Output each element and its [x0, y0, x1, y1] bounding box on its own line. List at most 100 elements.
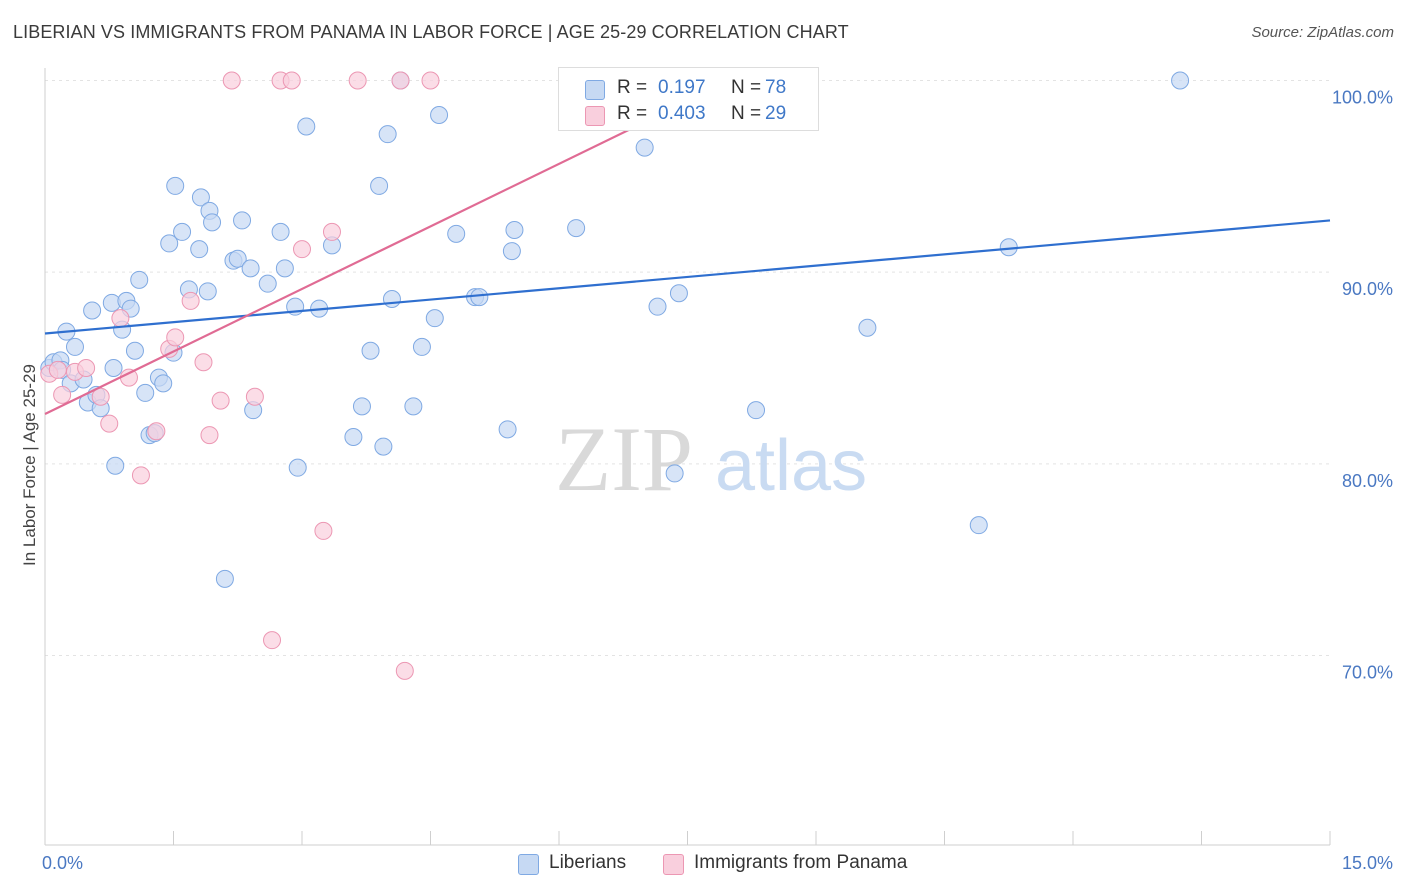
panama-point	[322, 222, 341, 241]
y-axis-title: In Labor Force | Age 25-29	[20, 364, 39, 566]
liberians-point	[648, 297, 667, 316]
legend-label-liberians: Liberians	[549, 852, 627, 873]
y-tick-label: 70.0%	[1342, 663, 1393, 683]
liberians-point	[378, 125, 397, 144]
liberians-point	[382, 290, 401, 308]
panama-point	[119, 368, 138, 387]
panama-point	[222, 71, 241, 90]
liberians-point	[361, 341, 380, 360]
liberians-point	[498, 420, 517, 439]
x-tick-label: 0.0%	[42, 853, 83, 873]
stats-legend: R = 0.197 N = 78 R = 0.403 N = 29	[558, 67, 819, 131]
legend-swatch-liberians	[518, 854, 539, 875]
panama-point	[200, 426, 219, 445]
panama-point	[391, 71, 410, 90]
liberians-point	[858, 318, 877, 337]
y-tick-labels: 100.0% 90.0% 80.0% 70.0%	[1332, 88, 1393, 683]
legend-swatch-panama	[663, 854, 684, 875]
liberians-trend-line	[44, 219, 1331, 335]
liberians-point	[412, 337, 431, 356]
legend-n-label: N =	[731, 77, 762, 98]
liberians-point	[747, 401, 766, 420]
liberians-point	[470, 288, 489, 307]
liberians-point	[160, 234, 179, 253]
liberians-point	[130, 270, 149, 289]
liberians-point	[190, 240, 209, 259]
liberians-point	[425, 309, 444, 328]
panama-point	[181, 291, 200, 310]
panama-point	[421, 71, 440, 90]
panama-point	[100, 414, 119, 433]
liberians-point	[106, 456, 125, 475]
watermark-atlas: atlas	[715, 426, 867, 506]
liberians-point	[665, 464, 684, 483]
panama-point	[314, 521, 333, 540]
legend-r-value: 0.403	[658, 103, 706, 124]
liberians-point	[344, 428, 363, 446]
panama-point	[131, 466, 150, 485]
legend-n-value: 78	[765, 77, 787, 98]
y-tick-label: 100.0%	[1332, 88, 1393, 108]
legend-n-value: 29	[765, 103, 787, 124]
liberians-point	[173, 222, 192, 241]
liberians-point	[374, 437, 393, 456]
legend-n-label: N =	[731, 103, 762, 124]
liberians-point	[275, 259, 294, 278]
liberians-point	[215, 569, 234, 588]
panama-point	[395, 661, 414, 680]
liberians-point	[430, 106, 449, 124]
liberians-point	[228, 249, 247, 268]
liberians-point	[166, 176, 185, 195]
liberians-point	[258, 274, 277, 293]
panama-point	[194, 353, 213, 372]
liberians-point	[404, 397, 423, 416]
liberians-point	[125, 341, 144, 360]
liberians-point	[271, 222, 290, 241]
panama-point	[263, 631, 282, 650]
series-legend: Liberians Immigrants from Panama	[0, 852, 1406, 878]
liberians-point	[502, 242, 521, 261]
liberians-point	[104, 359, 123, 377]
grid-lines	[45, 80, 1330, 656]
panama-point	[77, 359, 96, 377]
liberians-point	[241, 259, 260, 278]
panama-point	[166, 328, 185, 347]
liberians-point	[669, 284, 688, 303]
watermark-zip: ZIP	[555, 408, 693, 510]
axes	[44, 68, 1331, 846]
panama-point	[91, 387, 110, 406]
liberians-point	[288, 458, 307, 477]
series-liberians-points	[40, 71, 1190, 588]
panama-point	[348, 71, 367, 90]
liberians-point	[203, 213, 222, 232]
panama-point	[111, 309, 130, 328]
legend-r-label: R =	[617, 77, 648, 98]
x-tick-labels: 0.0% 15.0%	[42, 853, 1393, 873]
legend-label-panama: Immigrants from Panama	[694, 852, 908, 873]
liberians-point	[969, 516, 988, 535]
y-tick-label: 80.0%	[1342, 471, 1393, 491]
legend-swatch-panama	[585, 106, 605, 126]
chart-title: LIBERIAN VS IMMIGRANTS FROM PANAMA IN LA…	[13, 22, 849, 42]
panama-point	[211, 391, 230, 410]
legend-swatch-liberians	[585, 80, 605, 100]
y-tick-label: 90.0%	[1342, 279, 1393, 299]
trend-lines	[44, 79, 1331, 415]
liberians-point	[83, 301, 102, 320]
series-panama-points	[40, 71, 440, 680]
panama-point	[293, 240, 311, 259]
liberians-point	[1171, 71, 1190, 90]
liberians-point	[567, 219, 586, 238]
liberians-point	[65, 337, 84, 356]
liberians-point	[136, 383, 155, 402]
liberians-point	[635, 138, 654, 157]
panama-trend-line	[44, 79, 731, 415]
liberians-point	[505, 221, 524, 239]
liberians-point	[370, 176, 389, 195]
liberians-point	[191, 188, 210, 207]
panama-point	[282, 71, 301, 90]
liberians-point	[447, 224, 466, 243]
liberians-point	[154, 374, 173, 393]
chart-source: Source: ZipAtlas.com	[1251, 24, 1394, 41]
